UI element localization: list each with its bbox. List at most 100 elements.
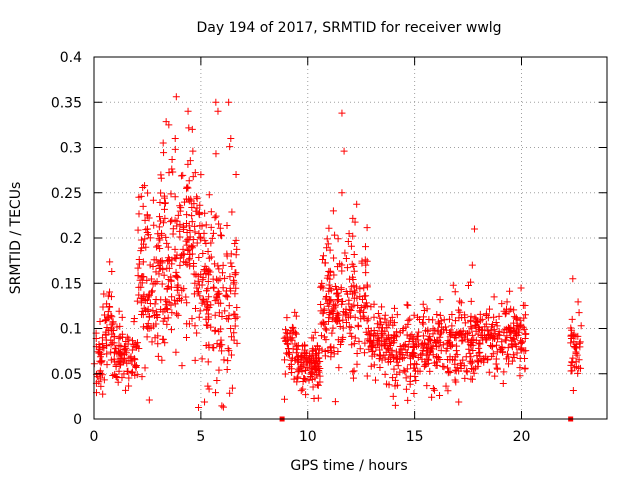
data-point [158, 280, 166, 288]
data-point [143, 276, 151, 284]
data-point [157, 296, 165, 304]
data-point [97, 357, 105, 365]
data-point [202, 221, 210, 229]
data-point [393, 328, 401, 336]
data-point [215, 309, 223, 317]
data-point [363, 257, 371, 265]
data-point [496, 331, 504, 339]
data-point [334, 348, 342, 356]
data-point [473, 318, 481, 326]
data-point [489, 342, 497, 350]
data-point [155, 234, 163, 242]
data-point [172, 272, 180, 280]
data-point [353, 294, 361, 302]
data-point [465, 328, 473, 336]
data-point [373, 320, 381, 328]
data-point [386, 351, 394, 359]
data-point [163, 284, 171, 292]
data-point [354, 323, 362, 331]
data-point [212, 98, 220, 106]
data-point [160, 194, 168, 202]
data-point [476, 340, 484, 348]
data-point [574, 369, 582, 377]
data-point [108, 268, 116, 276]
data-point [120, 356, 128, 364]
data-point [384, 345, 392, 353]
data-point [469, 346, 477, 354]
data-point [230, 280, 238, 288]
data-point [396, 343, 404, 351]
y-tick-label: 0.3 [60, 141, 82, 157]
data-point [215, 265, 223, 273]
data-point [139, 183, 147, 191]
data-point [342, 254, 350, 262]
data-point [310, 354, 318, 362]
data-point [188, 250, 196, 258]
data-point [191, 322, 199, 330]
data-point [409, 342, 417, 350]
data-point [452, 378, 460, 386]
data-point [157, 171, 165, 179]
data-point [138, 307, 146, 315]
data-point [211, 297, 219, 305]
data-point [356, 285, 364, 293]
data-point [410, 311, 418, 319]
data-point [140, 273, 148, 281]
data-point [148, 287, 156, 295]
data-point [110, 333, 118, 341]
data-point [204, 277, 212, 285]
data-point [331, 303, 339, 311]
data-point [171, 193, 179, 201]
data-point [393, 311, 401, 319]
data-point [479, 326, 487, 334]
data-point [291, 329, 299, 337]
data-point [572, 363, 580, 371]
data-point [446, 368, 454, 376]
data-point [291, 308, 299, 316]
data-point [216, 341, 224, 349]
data-point [110, 339, 118, 347]
data-point [149, 196, 157, 204]
data-point [216, 224, 224, 232]
data-point [186, 157, 194, 165]
data-point [404, 396, 412, 404]
data-point [362, 269, 370, 277]
data-point [426, 367, 434, 375]
data-point [434, 326, 442, 334]
data-point [225, 302, 233, 310]
data-point [107, 348, 115, 356]
data-point [318, 282, 326, 290]
data-point [193, 204, 201, 212]
data-point [505, 353, 513, 361]
data-point [169, 168, 177, 176]
data-point [218, 402, 226, 410]
y-tick-label: 0 [73, 412, 82, 428]
data-point [457, 299, 465, 307]
data-point [465, 345, 473, 353]
data-point [105, 314, 113, 322]
data-point [152, 308, 160, 316]
data-point [106, 288, 114, 296]
data-point [385, 381, 393, 389]
data-point [414, 341, 422, 349]
data-point [111, 370, 119, 378]
data-point [145, 291, 153, 299]
data-point [183, 184, 191, 192]
data-point [459, 336, 467, 344]
data-point [342, 312, 350, 320]
data-point [205, 271, 213, 279]
data-point [339, 333, 347, 341]
data-point [425, 316, 433, 324]
data-point [338, 109, 346, 117]
data-point [186, 227, 194, 235]
data-point [195, 404, 203, 412]
data-point [516, 355, 524, 363]
data-point [201, 267, 209, 275]
data-point [144, 231, 152, 239]
data-point [139, 258, 147, 266]
data-point [335, 364, 343, 372]
data-point [214, 290, 222, 298]
y-tick-label: 0.2 [60, 231, 82, 247]
data-point [134, 226, 142, 234]
